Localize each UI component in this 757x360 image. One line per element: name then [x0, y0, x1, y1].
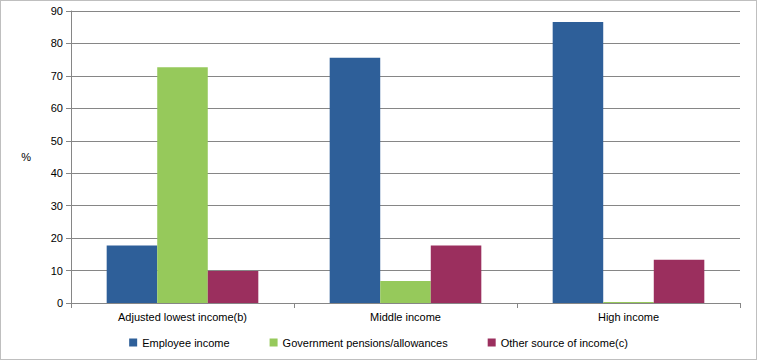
svg-text:30: 30	[51, 200, 63, 212]
svg-text:80: 80	[51, 37, 63, 49]
svg-text:10: 10	[51, 265, 63, 277]
svg-text:%: %	[21, 151, 31, 163]
svg-text:Adjusted lowest income(b): Adjusted lowest income(b)	[118, 311, 247, 323]
svg-text:High income: High income	[598, 311, 659, 323]
svg-text:60: 60	[51, 102, 63, 114]
svg-text:Middle income: Middle income	[370, 311, 441, 323]
svg-text:Other source of income(c): Other source of income(c)	[501, 337, 628, 349]
svg-text:40: 40	[51, 167, 63, 179]
svg-text:0: 0	[57, 297, 63, 309]
svg-text:Government pensions/allowances: Government pensions/allowances	[283, 337, 449, 349]
svg-text:Employee income: Employee income	[142, 337, 229, 349]
svg-text:70: 70	[51, 70, 63, 82]
svg-text:20: 20	[51, 232, 63, 244]
svg-text:90: 90	[51, 5, 63, 17]
svg-text:50: 50	[51, 135, 63, 147]
